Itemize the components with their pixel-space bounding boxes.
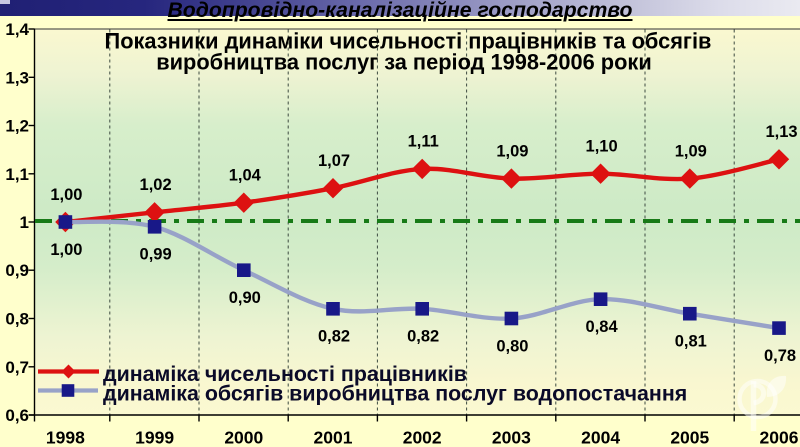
svg-text:0,90: 0,90 xyxy=(229,289,261,307)
svg-text:1,00: 1,00 xyxy=(50,241,82,259)
svg-text:1,1: 1,1 xyxy=(5,165,29,184)
svg-text:динаміка чисельності працівник: динаміка чисельності працівників xyxy=(103,362,467,386)
svg-text:0,9: 0,9 xyxy=(5,261,29,280)
svg-text:1,2: 1,2 xyxy=(5,117,29,136)
svg-text:0,6: 0,6 xyxy=(5,406,29,425)
svg-text:1,00: 1,00 xyxy=(50,186,82,204)
svg-text:2001: 2001 xyxy=(314,428,353,447)
svg-text:2004: 2004 xyxy=(581,428,620,447)
svg-text:1,09: 1,09 xyxy=(496,142,528,160)
svg-text:1,09: 1,09 xyxy=(675,142,707,160)
svg-text:2006: 2006 xyxy=(760,428,799,447)
svg-text:1,10: 1,10 xyxy=(586,138,618,156)
svg-text:2005: 2005 xyxy=(670,428,709,447)
svg-text:0,84: 0,84 xyxy=(586,318,619,336)
svg-text:0,82: 0,82 xyxy=(407,328,439,346)
svg-text:Показники динаміки чисельності: Показники динаміки чисельності працівник… xyxy=(105,29,712,54)
svg-text:0,78: 0,78 xyxy=(764,347,796,365)
svg-text:1,07: 1,07 xyxy=(318,152,350,170)
svg-text:1,3: 1,3 xyxy=(5,68,29,87)
svg-text:динаміка обсягів виробництва п: динаміка обсягів виробництва послуг водо… xyxy=(103,382,687,406)
svg-text:0,8: 0,8 xyxy=(5,310,29,329)
svg-text:1,02: 1,02 xyxy=(140,176,172,194)
svg-text:2002: 2002 xyxy=(403,428,442,447)
svg-text:0,81: 0,81 xyxy=(675,333,707,351)
svg-text:0,80: 0,80 xyxy=(496,337,528,355)
svg-text:1,04: 1,04 xyxy=(229,167,262,185)
svg-text:2000: 2000 xyxy=(224,428,263,447)
svg-text:1: 1 xyxy=(20,213,29,232)
svg-text:1,11: 1,11 xyxy=(408,133,439,151)
svg-text:2003: 2003 xyxy=(492,428,531,447)
svg-text:0,82: 0,82 xyxy=(318,328,350,346)
svg-text:виробництва послуг за період 1: виробництва послуг за період 1998-2006 р… xyxy=(156,50,652,75)
svg-text:1,13: 1,13 xyxy=(765,123,797,141)
svg-text:0,99: 0,99 xyxy=(140,246,172,264)
svg-text:0,7: 0,7 xyxy=(5,358,29,377)
svg-text:1,4: 1,4 xyxy=(5,20,29,39)
svg-text:1999: 1999 xyxy=(135,428,174,447)
svg-text:1998: 1998 xyxy=(46,428,85,447)
